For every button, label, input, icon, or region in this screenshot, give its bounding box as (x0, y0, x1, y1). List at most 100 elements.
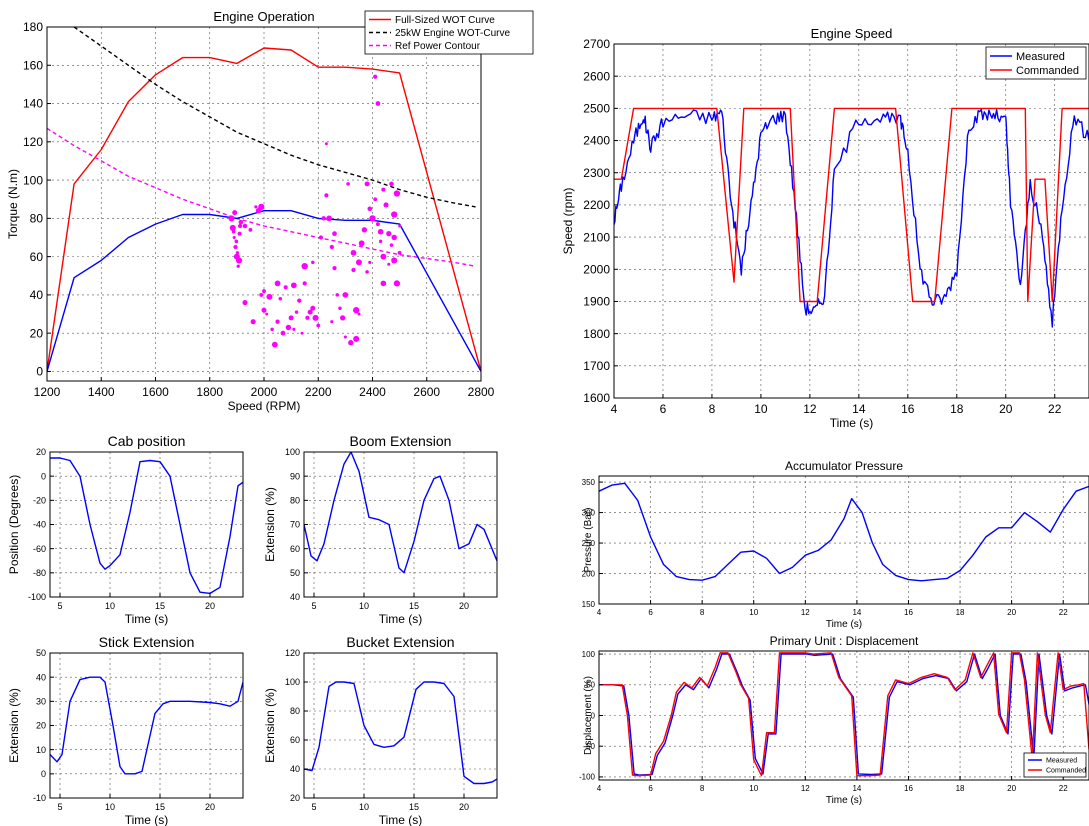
series-group (50, 457, 243, 595)
x-tick-label: 18 (956, 608, 965, 617)
y-tick-label: 60 (290, 544, 300, 554)
scatter-point (380, 253, 387, 260)
scatter-point (373, 197, 378, 202)
x-axis-label: Time (s) (379, 813, 423, 826)
scatter-point (386, 231, 392, 237)
scatter-point (280, 330, 286, 336)
scatter-point (270, 327, 274, 332)
x-tick-label: 10 (749, 784, 758, 793)
y-tick-label: 2000 (583, 262, 610, 276)
series-line-ref-power-contour (47, 127, 476, 267)
scatter-point (258, 203, 265, 210)
x-tick-label: 2400 (359, 385, 386, 399)
y-tick-label: 0 (36, 365, 43, 379)
y-axis-label: Position (Degrees) (7, 475, 21, 574)
x-tick-label: 15 (409, 802, 419, 812)
series-line-3 (47, 210, 481, 372)
scatter-point (300, 331, 304, 335)
y-tick-label: -20 (33, 495, 46, 505)
x-tick-label: 22 (1048, 402, 1062, 416)
y-tick-label: 100 (23, 173, 43, 187)
x-tick-label: 16 (904, 608, 913, 617)
x-tick-label: 1800 (196, 385, 223, 399)
legend: Full-Sized WOT Curve 25kW Engine WOT-Curv… (364, 10, 534, 55)
x-tick-label: 4 (597, 784, 602, 793)
scatter-point (231, 230, 236, 234)
scatter-point (321, 216, 326, 221)
x-tick-label: 8 (709, 402, 716, 416)
y-axis-label: Extension (%) (263, 688, 277, 763)
x-tick-label: 14 (852, 608, 861, 617)
chart-title: Engine Operation (213, 9, 314, 24)
x-tick-label: 20 (1007, 608, 1016, 617)
scatter-point (393, 190, 401, 197)
y-tick-label: -10 (33, 793, 46, 803)
x-tick-label: 16 (901, 402, 915, 416)
x-tick-label: 2800 (468, 385, 495, 399)
plot-frame (598, 475, 1089, 605)
y-tick-label: -100 (28, 592, 46, 602)
scatter-point (288, 315, 294, 321)
y-tick-label: 120 (23, 135, 43, 149)
scatter-point (332, 231, 337, 237)
x-tick-label: 20 (1007, 784, 1016, 793)
chart-title: Accumulator Pressure (785, 459, 903, 473)
scatter-point (316, 323, 321, 328)
scatter-point (259, 292, 264, 297)
chart-title: Primary Unit : Displacement (770, 634, 919, 648)
scatter-point (389, 243, 394, 247)
x-tick-label: 10 (749, 608, 758, 617)
scatter-point (266, 293, 273, 300)
chart-engine-operation: 1200 1400 1600 1800 2000 2200 2400 2600 2800 0 20 4… (6, 9, 534, 413)
scatter-point (381, 187, 386, 192)
y-tick-label: -40 (33, 520, 46, 530)
scatter-point (271, 341, 278, 348)
legend-label: Commanded (1046, 767, 1086, 774)
y-tick-label: 40 (30, 288, 44, 302)
x-tick-label: 10 (359, 802, 369, 812)
scatter-point (228, 215, 235, 222)
y-tick-label: 90 (290, 471, 300, 481)
scatter-point (305, 315, 310, 320)
y-tick-label: 1600 (583, 391, 610, 405)
series-line-full-sized-wot-curve (47, 47, 481, 372)
series-line-0 (304, 681, 497, 785)
x-tick-label: 6 (660, 402, 667, 416)
x-tick-label: 15 (409, 601, 419, 611)
x-axis-label: Time (s) (125, 813, 169, 826)
scatter-point (340, 315, 346, 321)
x-tick-label: 5 (57, 601, 62, 611)
y-tick-label: 140 (23, 97, 43, 111)
scatter-point (351, 267, 356, 273)
y-tick-label: 30 (36, 696, 46, 706)
legend-label: Measured (1016, 51, 1065, 63)
x-tick-label: 10 (105, 601, 115, 611)
scatter-point (367, 206, 373, 212)
y-tick-label: 1700 (583, 359, 610, 373)
y-tick-label: 1800 (583, 327, 610, 341)
y-axis-label: Pressure (Bar) (583, 507, 594, 572)
x-tick-label: 15 (155, 802, 165, 812)
series-line-commanded (614, 107, 1089, 303)
scatter-point (353, 307, 360, 314)
y-tick-label: 40 (36, 672, 46, 682)
x-axis-label: Speed (RPM) (228, 399, 301, 413)
y-tick-label: 350 (582, 478, 596, 487)
scatter-point (242, 223, 248, 229)
series-line-0 (50, 676, 243, 775)
legend-label: Ref Power Contour (395, 41, 481, 52)
plot-frame (613, 43, 1089, 399)
scatter-point (391, 211, 398, 218)
x-axis-label: Time (s) (125, 612, 169, 626)
series-line-0 (304, 452, 497, 574)
scatter-point (250, 319, 256, 325)
y-tick-label: 60 (30, 250, 44, 264)
y-tick-label: 2200 (583, 198, 610, 212)
y-tick-label: 50 (586, 681, 595, 690)
scatter-point (387, 262, 391, 266)
scatter-point (342, 292, 349, 298)
scatter-point (290, 282, 297, 289)
y-tick-label: 10 (36, 745, 46, 755)
x-tick-label: 12 (801, 608, 810, 617)
